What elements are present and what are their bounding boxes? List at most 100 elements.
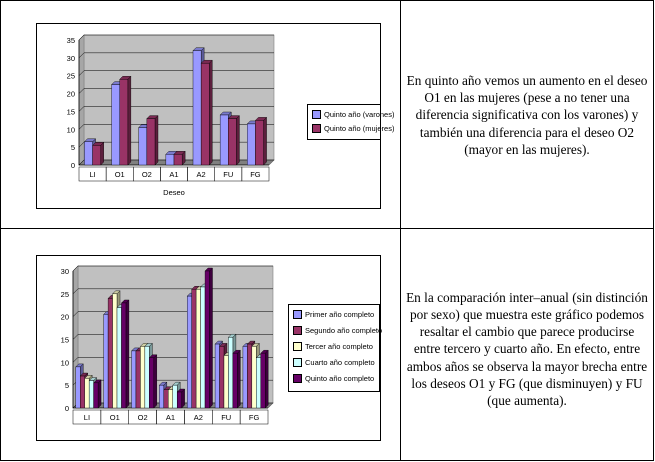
bar-front <box>228 118 237 166</box>
bar-front <box>93 382 99 409</box>
bar-front <box>168 389 173 409</box>
bar-front <box>88 380 94 409</box>
x-tick-label: O2 <box>142 170 152 179</box>
gridline <box>78 34 274 41</box>
bar-front <box>242 346 248 409</box>
bar-front <box>149 357 154 409</box>
y-tick-label: 35 <box>67 36 75 45</box>
x-tick-label: A1 <box>169 170 178 179</box>
bar-side <box>209 267 213 409</box>
legend-label: Segundo año completo <box>305 326 383 335</box>
bar-LI-5 <box>93 379 102 409</box>
legend-item-primer-ano: Primer año completo <box>293 309 374 320</box>
y-tick-label: 15 <box>61 336 69 345</box>
bar-A2-2 <box>200 59 213 166</box>
table-border-middle <box>0 228 654 229</box>
y-tick-label: 25 <box>67 72 75 81</box>
y-tick-label: 20 <box>61 313 69 322</box>
bar-side <box>153 354 157 409</box>
x-tick-label: A2 <box>197 170 206 179</box>
row-2-text: En la comparación inter–anual (sin disti… <box>406 289 648 409</box>
x-tick-label: LI <box>84 413 90 422</box>
bar-front <box>146 118 156 166</box>
chart-comparacion-inter-anual: 0 5 10 15 20 25 30 LI O1 O2 A1 A2 FU FG Primer año co… <box>36 255 383 441</box>
bar-front <box>84 378 90 409</box>
bar-front <box>223 355 229 409</box>
bar-front <box>228 337 234 409</box>
bar-side <box>237 349 241 409</box>
bar-side <box>236 115 240 166</box>
legend-label: Quinto año completo <box>305 374 375 383</box>
legend-item-quinto-ano: Quinto año completo <box>293 373 374 384</box>
y-tick-label: 0 <box>71 161 75 170</box>
bar-FG-2 <box>254 116 268 166</box>
bar-front <box>195 289 201 409</box>
bar-front <box>111 84 120 166</box>
table-border-right <box>653 0 654 461</box>
legend-label: Cuarto año completo <box>305 358 375 367</box>
bar-front <box>192 50 202 166</box>
x-tick-box <box>241 166 270 182</box>
legend-swatch <box>293 325 302 335</box>
row-2-description: En la comparación inter–anual (sin disti… <box>406 264 648 434</box>
x-tick-label: LI <box>89 170 95 179</box>
bar-side <box>127 75 132 166</box>
legend-label: Tercer año completo <box>305 342 373 351</box>
y-tick-label: 10 <box>61 358 69 367</box>
bar-front <box>140 346 146 409</box>
bar-front <box>119 79 129 166</box>
bar-O2-2 <box>146 115 159 166</box>
bar-side <box>100 141 104 166</box>
table-border-divider <box>400 0 401 461</box>
bar-side <box>265 349 269 409</box>
gridline <box>78 52 274 59</box>
y-tick-label: 5 <box>65 381 69 390</box>
bar-front <box>204 270 210 409</box>
legend-swatch <box>293 341 302 351</box>
bar-front <box>107 298 113 409</box>
y-tick-label: 0 <box>65 404 69 413</box>
bar-side <box>97 379 102 409</box>
bar-side <box>181 388 185 409</box>
bar-front <box>255 120 264 166</box>
bar-front <box>121 302 127 409</box>
bar-front <box>247 343 253 409</box>
row-1-description: En quinto año vemos un aumento en el des… <box>406 40 648 190</box>
x-tick-label: O2 <box>138 413 148 422</box>
bar-front <box>112 293 118 409</box>
legend-label: Quinto año (mujeres) <box>324 124 395 133</box>
bar-side <box>154 115 159 166</box>
bar-side <box>263 116 267 166</box>
bar-front <box>172 384 178 409</box>
bar-front <box>191 289 197 409</box>
bar-FU-5 <box>232 349 241 409</box>
bar-front <box>80 375 85 409</box>
bar-A2-5 <box>204 267 213 409</box>
legend-swatch <box>293 373 302 383</box>
chart-2-plot: 0 5 10 15 20 25 30 LI O1 O2 A1 A2 FU FG <box>61 265 274 425</box>
bar-front <box>219 114 229 166</box>
bar-FG-5 <box>260 349 269 409</box>
bar-front <box>131 350 137 409</box>
bar-front <box>165 154 175 166</box>
bar-front <box>260 352 266 409</box>
bar-front <box>92 145 101 166</box>
bar-A1-5 <box>176 388 186 409</box>
bar-front <box>176 391 182 409</box>
x-tick-label: FG <box>249 413 260 422</box>
bar-front <box>75 366 81 409</box>
y-tick-label: 30 <box>61 267 69 276</box>
y-tick-label: 10 <box>67 125 75 134</box>
bar-front <box>251 346 257 409</box>
legend-label: Primer año completo <box>305 310 375 319</box>
bar-front <box>187 295 192 409</box>
bar-front <box>219 346 225 409</box>
y-tick-label: 5 <box>71 143 75 152</box>
bar-side <box>209 59 213 166</box>
bar-front <box>247 123 256 166</box>
bar-FU-2 <box>227 115 240 166</box>
legend-swatch <box>312 109 321 119</box>
bar-front <box>159 384 165 409</box>
bar-front <box>200 63 210 166</box>
